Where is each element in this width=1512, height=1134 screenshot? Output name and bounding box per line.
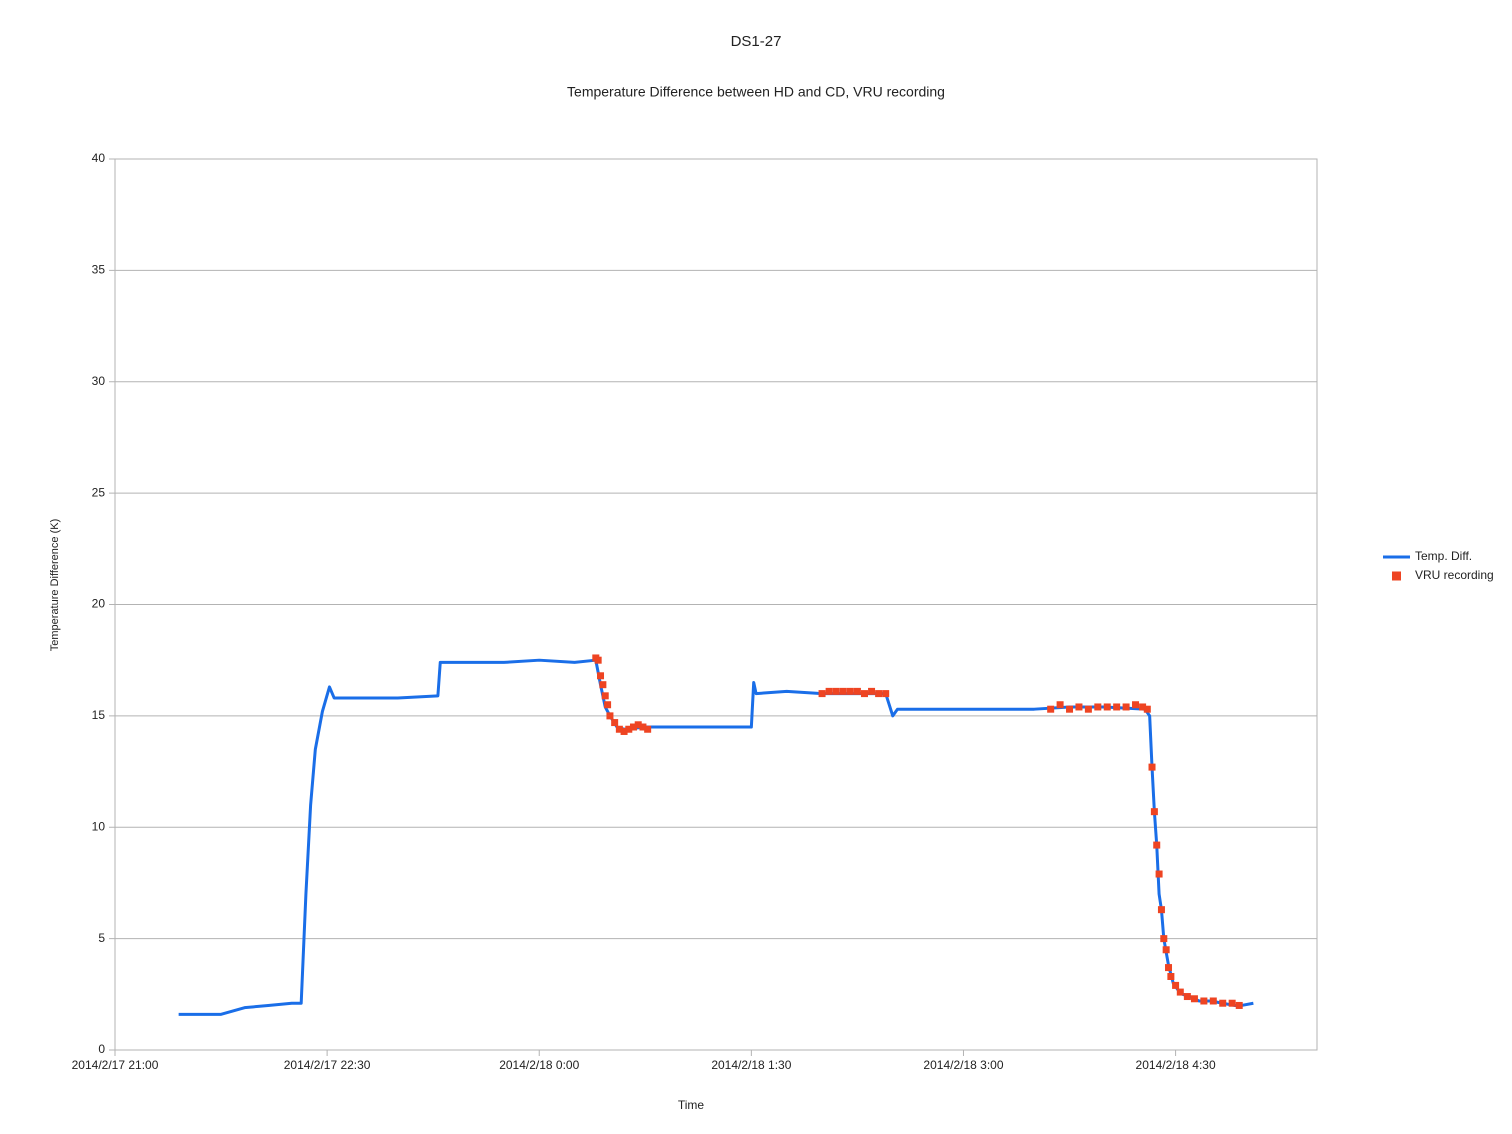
x-tick-label: 2014/2/17 22:30	[284, 1058, 371, 1072]
y-tick-label: 20	[92, 597, 106, 611]
legend-label: Temp. Diff.	[1415, 549, 1472, 563]
marker	[639, 723, 647, 731]
x-tick-label: 2014/2/18 1:30	[711, 1058, 791, 1072]
chart-subtitle: Temperature Difference between HD and CD…	[567, 84, 945, 100]
marker	[601, 692, 609, 700]
y-axis-label: Temperature Difference (K)	[49, 519, 61, 651]
marker	[1183, 993, 1191, 1001]
x-tick-label: 2014/2/18 4:30	[1136, 1058, 1216, 1072]
marker	[1190, 995, 1198, 1003]
marker	[599, 681, 607, 689]
marker	[1132, 701, 1140, 709]
marker	[644, 725, 652, 733]
legend-marker	[1392, 571, 1401, 581]
marker	[1066, 705, 1074, 713]
marker	[1056, 701, 1064, 709]
marker	[1162, 946, 1170, 954]
y-tick-label: 5	[98, 931, 105, 945]
marker	[882, 690, 890, 698]
x-axis-label: Time	[678, 1098, 705, 1112]
marker	[1160, 935, 1168, 943]
marker	[1153, 841, 1161, 849]
plot-border	[114, 158, 1318, 1051]
marker	[1139, 703, 1147, 711]
marker	[832, 687, 840, 695]
marker	[875, 690, 883, 698]
marker	[594, 656, 602, 664]
marker	[1235, 1001, 1243, 1009]
marker	[818, 690, 826, 698]
y-tick-label: 0	[98, 1042, 105, 1056]
marker	[1103, 703, 1111, 711]
marker	[846, 687, 854, 695]
marker	[1143, 705, 1151, 713]
marker	[1209, 997, 1217, 1005]
marker	[860, 690, 868, 698]
y-tick-label: 10	[92, 819, 106, 833]
marker	[625, 725, 633, 733]
marker	[1084, 705, 1092, 713]
y-tick-label: 35	[92, 263, 106, 277]
marker	[606, 712, 614, 720]
marker	[1148, 763, 1156, 771]
marker	[1075, 703, 1083, 711]
marker	[1172, 981, 1180, 989]
marker	[620, 727, 628, 735]
marker	[1155, 870, 1163, 878]
y-tick-label: 15	[92, 708, 106, 722]
marker	[611, 719, 619, 727]
marker	[1094, 703, 1102, 711]
y-tick-label: 25	[92, 485, 106, 499]
y-tick-label: 30	[92, 374, 106, 388]
marker	[615, 725, 623, 733]
marker	[1200, 997, 1208, 1005]
marker	[1176, 988, 1184, 996]
marker	[853, 687, 861, 695]
x-tick-label: 2014/2/18 0:00	[499, 1058, 579, 1072]
chart-title: DS1-27	[731, 33, 782, 50]
marker	[597, 672, 605, 680]
marker	[1150, 808, 1158, 816]
marker	[825, 687, 833, 695]
marker	[1228, 999, 1236, 1007]
marker	[1113, 703, 1121, 711]
marker	[634, 721, 642, 729]
marker	[839, 687, 847, 695]
marker	[1122, 703, 1130, 711]
x-tick-label: 2014/2/17 21:00	[72, 1058, 159, 1072]
marker	[1165, 964, 1173, 972]
x-tick-label: 2014/2/18 3:00	[923, 1058, 1003, 1072]
marker	[1157, 906, 1165, 914]
marker	[1219, 999, 1227, 1007]
marker	[604, 701, 612, 709]
marker	[1047, 705, 1055, 713]
legend-label: VRU recording	[1415, 568, 1494, 582]
marker	[868, 687, 876, 695]
marker	[630, 723, 638, 731]
marker	[1167, 972, 1175, 980]
y-tick-label: 40	[92, 151, 106, 165]
